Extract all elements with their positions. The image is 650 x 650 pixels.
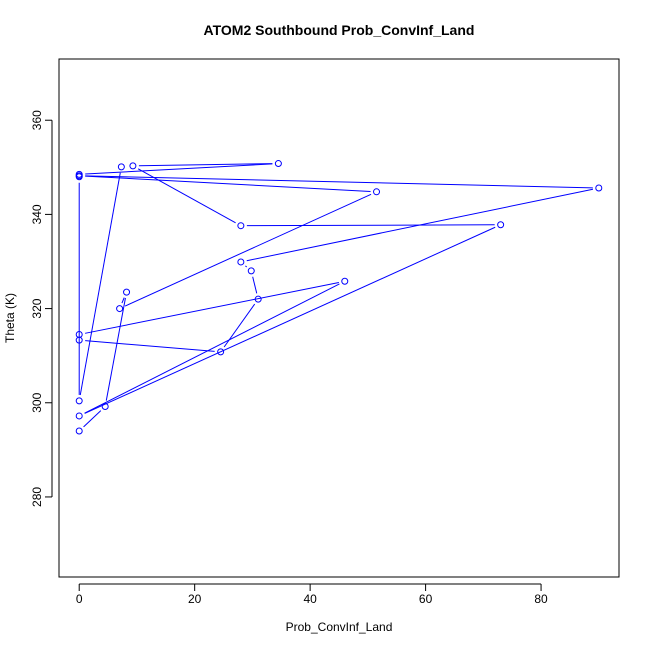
data-point	[237, 222, 245, 230]
y-tick-label: 360	[30, 110, 44, 130]
data-point	[497, 221, 505, 229]
series-segment	[84, 283, 340, 414]
y-axis: 280 300 320 340 360	[30, 110, 53, 507]
series-segment	[84, 281, 339, 334]
y-tick-label: 320	[30, 298, 44, 318]
x-axis-label: Prob_ConvInf_Land	[286, 620, 393, 634]
series-segment	[85, 175, 593, 189]
data-point	[129, 162, 137, 170]
data-point	[101, 403, 109, 411]
series-segment	[138, 163, 273, 167]
data-point	[254, 295, 262, 303]
y-tick-label: 340	[30, 204, 44, 224]
x-tick-label: 0	[76, 592, 83, 606]
data-point	[75, 170, 83, 178]
data-point	[237, 258, 245, 266]
data-point	[75, 330, 83, 338]
data-point	[75, 427, 83, 435]
series-segment	[252, 276, 258, 294]
y-tick-label: 300	[30, 392, 44, 412]
chart-title: ATOM2 Southbound Prob_ConvInf_Land	[204, 22, 475, 38]
plot-frame	[58, 58, 620, 578]
data-point	[274, 160, 282, 168]
data-point	[217, 348, 225, 356]
series-segment	[124, 193, 372, 307]
data-point	[116, 305, 124, 313]
series-layer	[75, 160, 603, 435]
x-axis: 0 20 40 60 80	[76, 583, 548, 606]
data-point	[373, 188, 381, 196]
y-axis-label: Theta (K)	[3, 293, 17, 343]
x-tick-label: 60	[419, 592, 433, 606]
series-segment	[245, 265, 248, 268]
series-segment	[83, 410, 102, 428]
data-point	[75, 412, 83, 420]
data-point	[247, 267, 255, 275]
data-point	[341, 277, 349, 285]
series-segment	[85, 163, 273, 175]
x-tick-label: 40	[303, 592, 317, 606]
series-segment	[85, 340, 215, 352]
series-segment	[105, 297, 126, 401]
data-point	[123, 288, 131, 296]
series-segment	[85, 175, 371, 192]
series-segment	[84, 226, 496, 414]
y-tick-label: 280	[30, 487, 44, 507]
data-point	[75, 173, 83, 181]
series-segment	[79, 172, 121, 396]
data-point	[117, 163, 125, 171]
series-segment	[246, 224, 495, 227]
x-tick-label: 80	[534, 592, 548, 606]
series-segment	[121, 297, 125, 304]
data-point	[595, 184, 603, 192]
x-tick-label: 20	[188, 592, 202, 606]
series-segment	[137, 168, 236, 224]
data-point	[75, 397, 83, 405]
